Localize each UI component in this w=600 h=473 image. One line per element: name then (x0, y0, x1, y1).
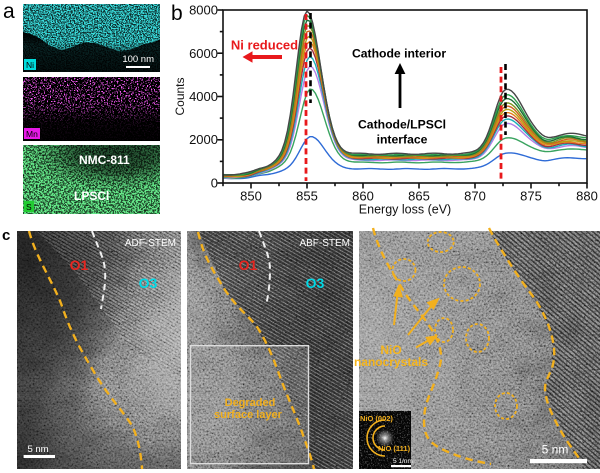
svg-text:Cathode interior: Cathode interior (352, 47, 446, 61)
svg-text:interface: interface (377, 133, 428, 147)
svg-text:5 nm: 5 nm (542, 443, 569, 457)
svg-text:ABF-STEM: ABF-STEM (299, 238, 350, 249)
svg-text:850: 850 (240, 189, 262, 204)
svg-text:Cathode/LPSCl: Cathode/LPSCl (358, 118, 446, 132)
svg-text:860: 860 (352, 189, 374, 204)
svg-text:8000: 8000 (189, 3, 218, 18)
svg-text:NiO (002): NiO (002) (360, 414, 393, 423)
svg-text:880: 880 (576, 189, 598, 204)
svg-text:b: b (171, 2, 183, 25)
svg-text:5 1/nm: 5 1/nm (393, 458, 413, 465)
svg-text:Ni reduced: Ni reduced (231, 38, 298, 53)
svg-text:0: 0 (211, 176, 218, 191)
svg-text:Counts: Counts (173, 77, 187, 115)
svg-text:5 nm: 5 nm (27, 444, 48, 455)
svg-text:6000: 6000 (189, 46, 218, 61)
svg-text:Energy loss (eV): Energy loss (eV) (359, 203, 451, 217)
svg-text:ADF-STEM: ADF-STEM (125, 238, 176, 249)
svg-text:O3: O3 (139, 275, 158, 291)
svg-text:O3: O3 (306, 275, 325, 291)
svg-text:865: 865 (408, 189, 430, 204)
svg-text:NiO (111): NiO (111) (378, 444, 411, 453)
svg-text:O1: O1 (70, 257, 89, 273)
svg-text:870: 870 (464, 189, 486, 204)
svg-text:O1: O1 (239, 257, 258, 273)
svg-text:2000: 2000 (189, 132, 218, 147)
svg-text:855: 855 (296, 189, 318, 204)
svg-text:surface layer: surface layer (214, 409, 283, 421)
svg-text:Degraded: Degraded (225, 397, 276, 409)
svg-text:NiO: NiO (380, 343, 401, 357)
svg-text:875: 875 (520, 189, 542, 204)
svg-text:nanocrystals: nanocrystals (354, 355, 428, 369)
svg-text:4000: 4000 (189, 89, 218, 104)
